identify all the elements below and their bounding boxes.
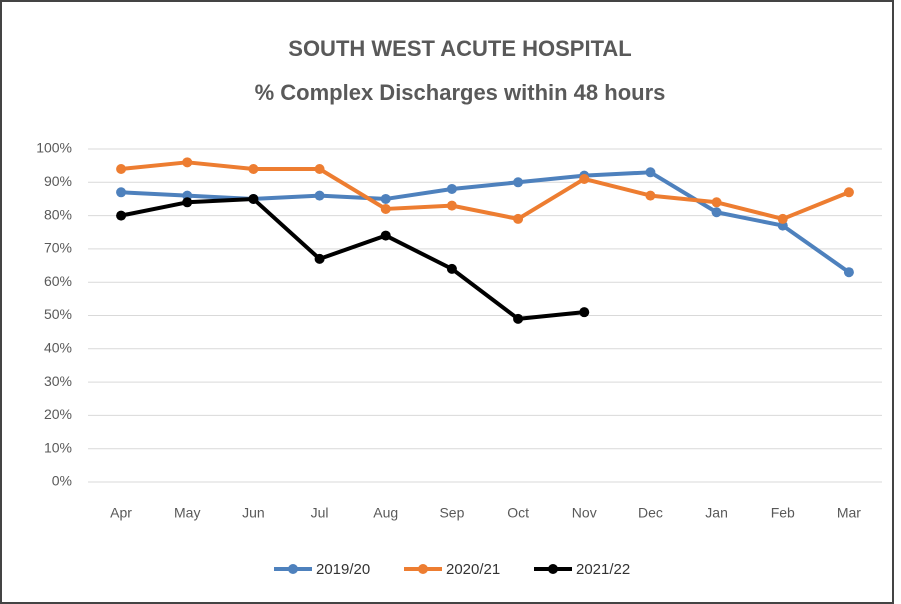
legend-marker	[418, 564, 428, 574]
data-point	[513, 177, 524, 188]
data-point	[116, 210, 127, 221]
chart-title: SOUTH WEST ACUTE HOSPITAL	[288, 36, 631, 61]
x-tick-label: Jul	[311, 505, 329, 521]
data-point	[843, 187, 854, 198]
y-tick-label: 100%	[36, 140, 72, 156]
y-tick-label: 60%	[44, 273, 72, 289]
y-tick-label: 80%	[44, 206, 72, 222]
data-point	[314, 190, 325, 201]
data-point	[645, 167, 656, 178]
series-line	[120, 160, 850, 221]
legend-marker	[288, 564, 298, 574]
data-point	[645, 190, 656, 201]
data-point	[579, 173, 590, 184]
y-tick-label: 40%	[44, 340, 72, 356]
y-tick-label: 30%	[44, 373, 72, 389]
data-point	[182, 157, 193, 168]
x-tick-label: Mar	[837, 505, 861, 521]
legend-label: 2019/20	[316, 561, 370, 578]
data-point	[380, 193, 391, 204]
data-point	[380, 230, 391, 241]
data-point	[248, 163, 259, 174]
y-tick-label: 90%	[44, 173, 72, 189]
x-tick-label: Sep	[439, 505, 464, 521]
x-tick-label: Feb	[771, 505, 795, 521]
data-point	[711, 197, 722, 208]
data-point	[380, 203, 391, 214]
data-point	[248, 193, 259, 204]
data-point	[314, 163, 325, 174]
legend-marker	[548, 564, 558, 574]
x-tick-label: Dec	[638, 505, 663, 521]
data-point	[446, 183, 457, 194]
data-point	[446, 263, 457, 274]
chart-subtitle: % Complex Discharges within 48 hours	[255, 80, 666, 105]
x-tick-label: Aug	[373, 505, 398, 521]
data-point	[711, 207, 722, 218]
data-point	[513, 213, 524, 224]
data-point	[446, 200, 457, 211]
x-tick-label: Nov	[572, 505, 597, 521]
x-tick-label: Jan	[705, 505, 728, 521]
data-point	[116, 163, 127, 174]
y-tick-label: 70%	[44, 240, 72, 256]
data-point	[843, 267, 854, 278]
legend-label: 2020/21	[446, 561, 500, 578]
series-line	[120, 196, 585, 321]
y-tick-label: 50%	[44, 306, 72, 322]
x-tick-label: Apr	[110, 505, 132, 521]
y-tick-label: 20%	[44, 406, 72, 422]
x-tick-label: Jun	[242, 505, 265, 521]
x-tick-label: May	[174, 505, 200, 521]
data-point	[116, 187, 127, 198]
data-point	[314, 253, 325, 264]
x-tick-label: Oct	[507, 505, 529, 521]
y-tick-label: 10%	[44, 439, 72, 455]
data-point	[182, 197, 193, 208]
legend-label: 2021/22	[576, 561, 630, 578]
y-tick-label: 0%	[52, 473, 72, 489]
data-point	[513, 313, 524, 324]
data-point	[777, 213, 788, 224]
data-point	[579, 307, 590, 318]
